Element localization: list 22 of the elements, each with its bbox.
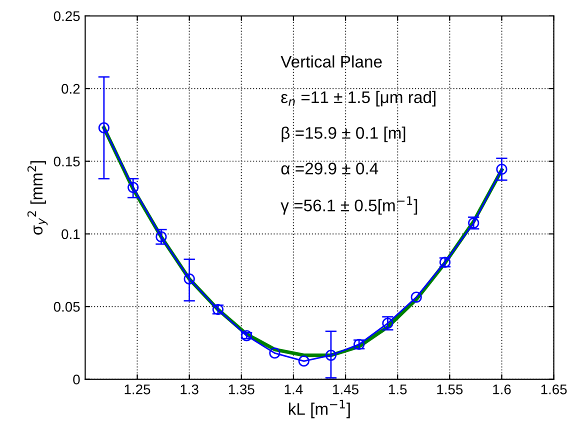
x-tick-label: 1.65 [541,384,567,394]
x-tick-label: 1.45 [333,384,358,394]
y-tick-label: 0.15 [54,156,80,166]
y-tick-label: 0.25 [54,11,80,22]
x-tick-label: 1.6 [493,384,511,394]
x-tick-label: 1.35 [228,384,254,394]
annotation: β =15.9 ± 0.1 [m] [282,126,406,142]
annotation: ε$_{n}$ =11 ± 1.5 [μm rad] [281,90,436,106]
annotation: γ =56.1 ± 0.5[m$^{−1}$] [280,196,418,215]
x-axis-title: kL [m$^{−1}$] [288,400,350,418]
y-tick-label: 0 [73,374,80,384]
x-tick-label: 1.3 [180,384,198,394]
x-tick-label: 1.25 [124,384,150,394]
x-tick-label: 1.5 [389,384,407,394]
y-axis-title: σ$_{y}$$^{2}$ [mm$^{2}$] [27,161,48,235]
y-tick-label: 0.05 [54,302,80,312]
annotation: α =29.9 ± 0.4 [281,162,378,174]
y-tick-label: 0.2 [62,84,80,94]
x-tick-label: 1.4 [284,384,303,394]
annotation: Vertical Plane [280,55,382,68]
x-tick-label: 1.55 [437,384,463,394]
y-tick-label: 0.1 [62,229,80,240]
